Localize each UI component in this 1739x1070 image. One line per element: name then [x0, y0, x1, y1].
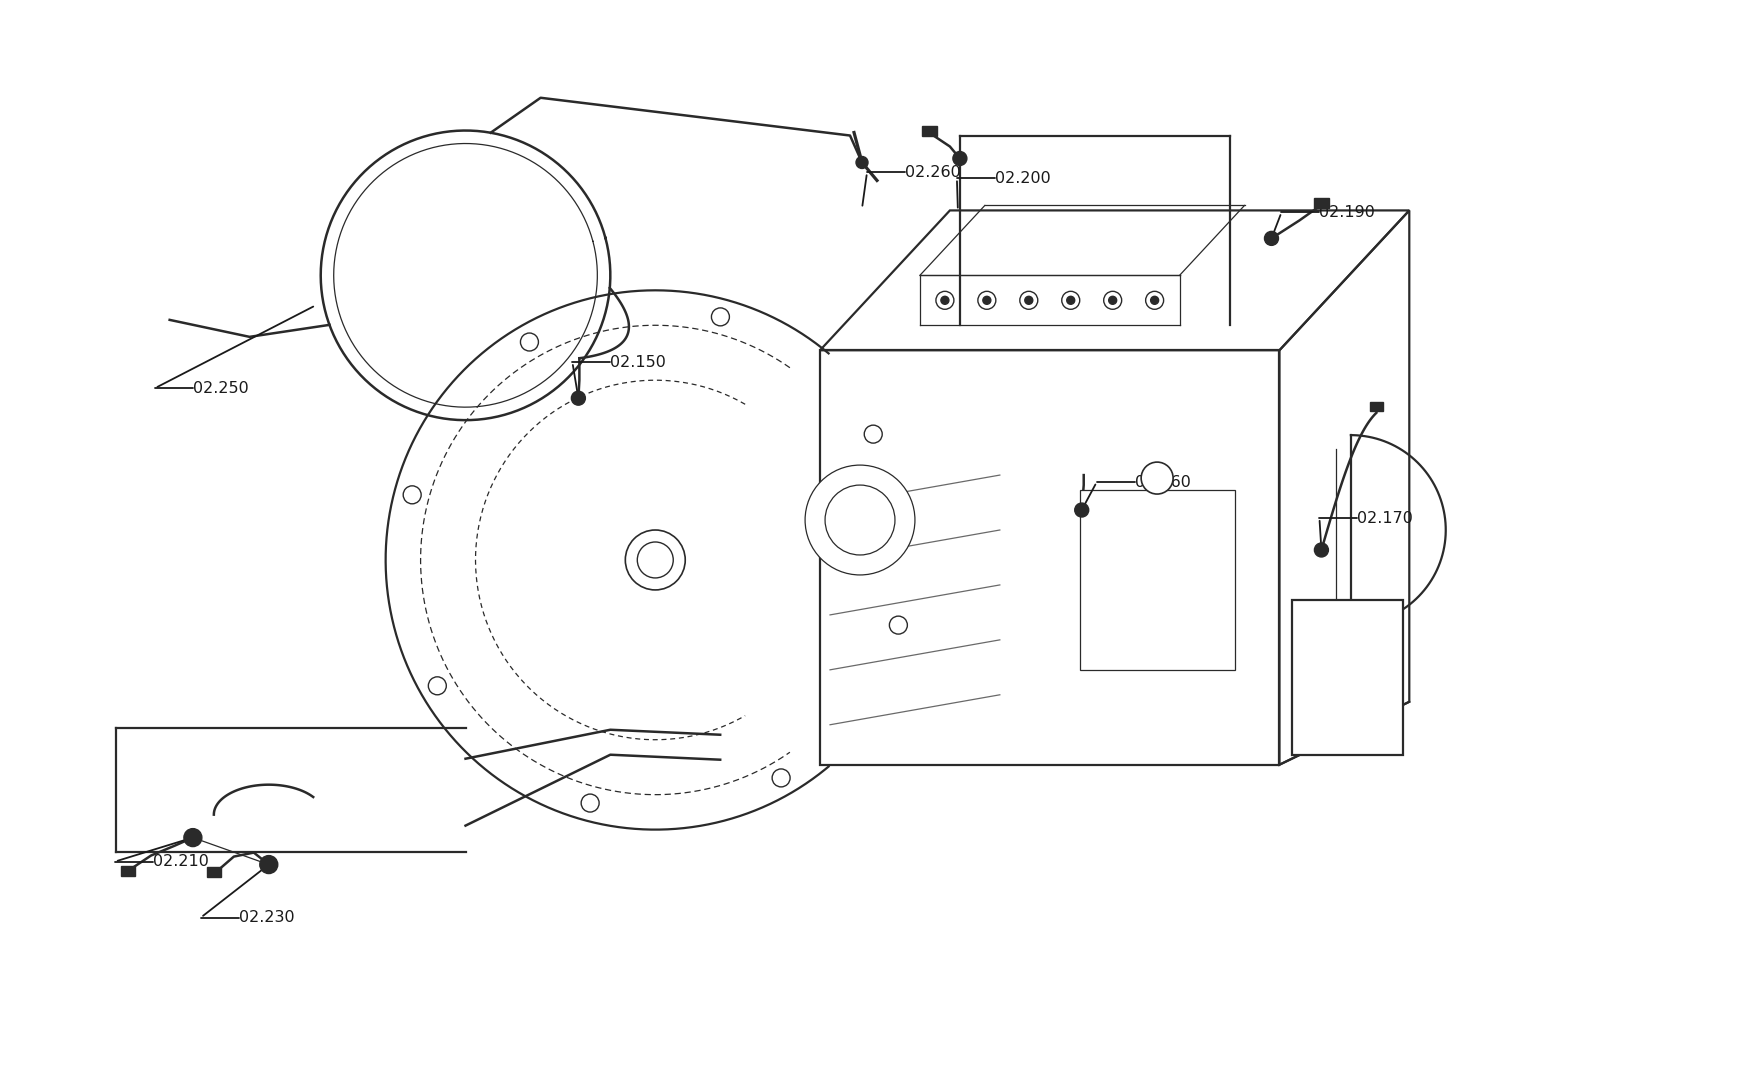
Text: 02.260: 02.260: [904, 165, 960, 180]
Circle shape: [1141, 462, 1172, 494]
Bar: [122, 866, 136, 875]
Circle shape: [1024, 296, 1033, 304]
Circle shape: [636, 542, 673, 578]
Circle shape: [805, 465, 915, 575]
Text: 02.210: 02.210: [153, 854, 209, 869]
Bar: [1080, 490, 1233, 670]
Text: 02.250: 02.250: [193, 381, 249, 396]
Bar: [207, 867, 221, 876]
Circle shape: [1264, 231, 1278, 245]
Circle shape: [1061, 291, 1080, 309]
Circle shape: [711, 308, 729, 326]
Circle shape: [403, 486, 421, 504]
Circle shape: [889, 616, 906, 635]
Circle shape: [581, 794, 598, 812]
Text: 02.160: 02.160: [1134, 475, 1189, 490]
Circle shape: [570, 392, 584, 406]
Circle shape: [1149, 296, 1158, 304]
Circle shape: [772, 769, 790, 786]
Circle shape: [941, 296, 948, 304]
Bar: [1292, 600, 1402, 754]
Text: 02.230: 02.230: [238, 910, 294, 924]
Circle shape: [1066, 296, 1075, 304]
Text: 02.200: 02.200: [995, 171, 1050, 186]
Circle shape: [1108, 296, 1116, 304]
Circle shape: [1103, 291, 1122, 309]
Circle shape: [184, 828, 202, 846]
Circle shape: [1313, 542, 1327, 557]
Circle shape: [983, 296, 989, 304]
Circle shape: [856, 156, 868, 168]
Circle shape: [936, 291, 953, 309]
Bar: [1369, 402, 1383, 411]
Circle shape: [1019, 291, 1036, 309]
Bar: [922, 125, 937, 136]
Text: 02.190: 02.190: [1318, 205, 1374, 220]
Circle shape: [864, 425, 882, 443]
Text: 02.150: 02.150: [610, 355, 666, 370]
Circle shape: [977, 291, 995, 309]
Circle shape: [953, 152, 967, 166]
Bar: [1313, 198, 1329, 209]
Circle shape: [1075, 503, 1089, 517]
Circle shape: [259, 856, 278, 873]
Text: 02.170: 02.170: [1356, 510, 1412, 525]
Circle shape: [1144, 291, 1163, 309]
Circle shape: [624, 530, 685, 590]
Circle shape: [824, 485, 894, 555]
Circle shape: [428, 677, 447, 694]
Circle shape: [520, 333, 537, 351]
